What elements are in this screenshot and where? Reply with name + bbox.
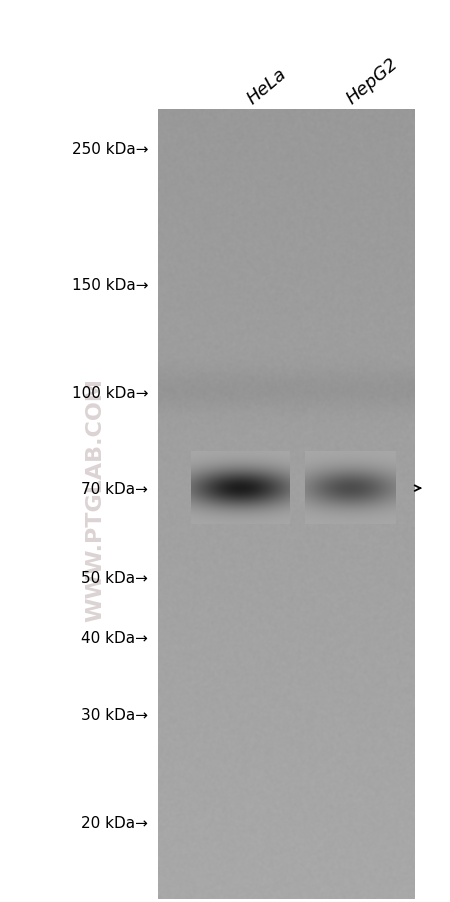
Text: 250 kDa→: 250 kDa→ bbox=[72, 142, 148, 157]
Text: 100 kDa→: 100 kDa→ bbox=[72, 386, 148, 401]
Text: WWW.PTGLAB.COM: WWW.PTGLAB.COM bbox=[85, 378, 105, 621]
Text: 70 kDa→: 70 kDa→ bbox=[81, 481, 148, 496]
Text: HeLa: HeLa bbox=[243, 65, 290, 108]
Text: 50 kDa→: 50 kDa→ bbox=[81, 571, 148, 585]
Text: 40 kDa→: 40 kDa→ bbox=[81, 630, 148, 645]
Text: HepG2: HepG2 bbox=[343, 55, 402, 108]
Text: 30 kDa→: 30 kDa→ bbox=[81, 707, 148, 722]
Text: 20 kDa→: 20 kDa→ bbox=[81, 815, 148, 830]
Text: 150 kDa→: 150 kDa→ bbox=[72, 278, 148, 293]
